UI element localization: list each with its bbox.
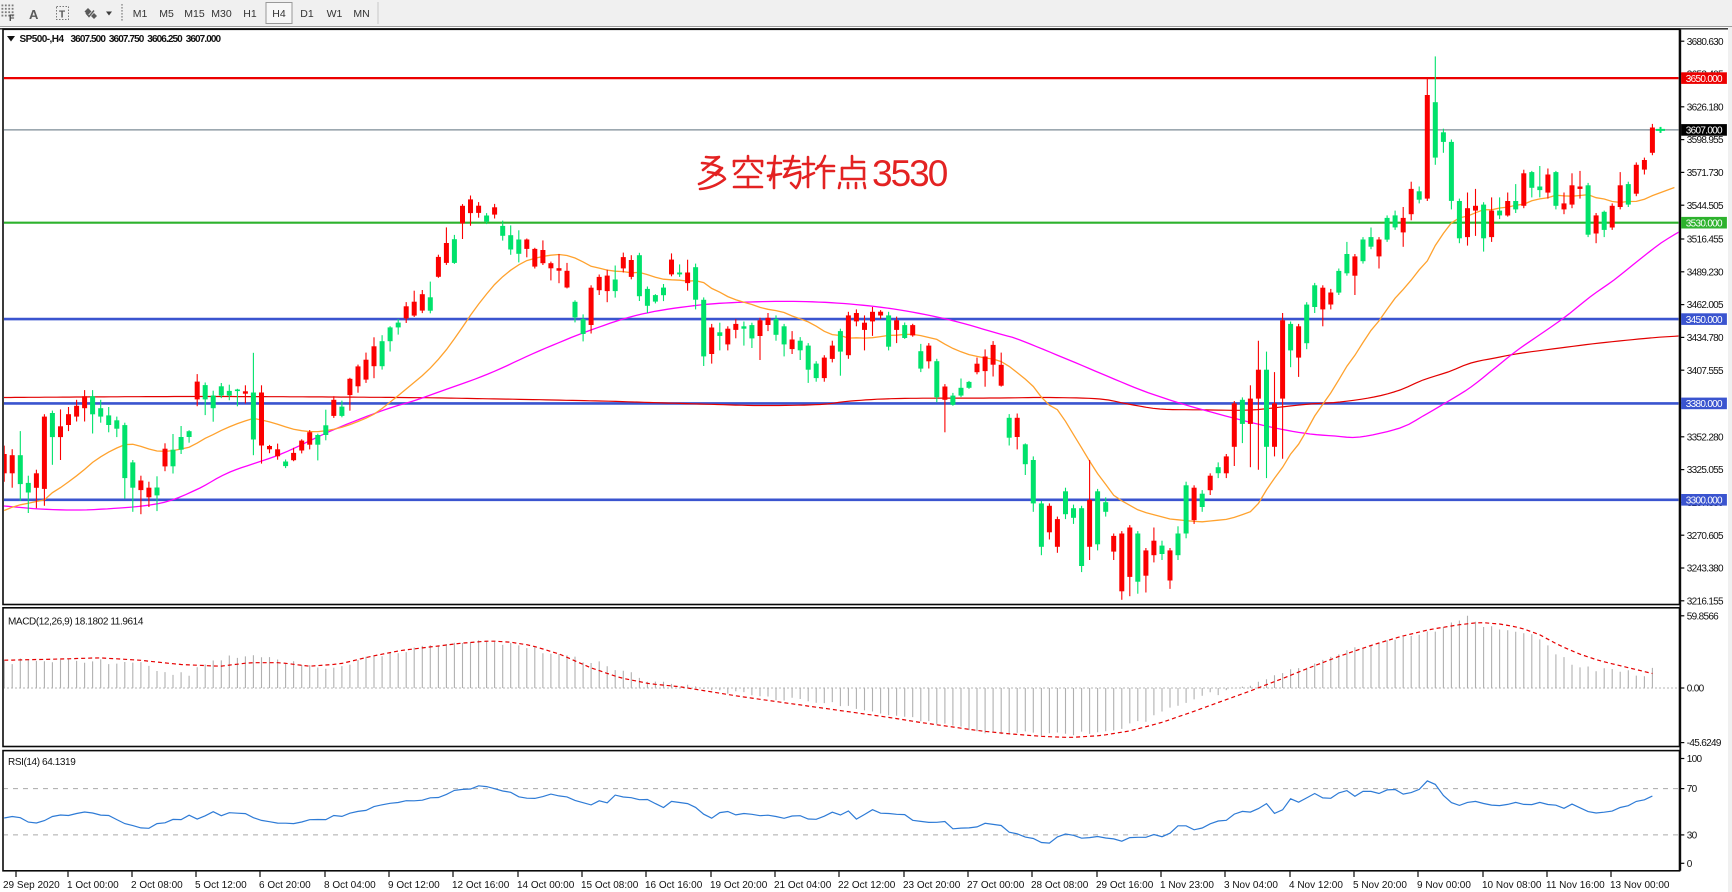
svg-text:3216.155: 3216.155 [1687,596,1724,607]
svg-text:3243.380: 3243.380 [1687,564,1724,575]
svg-text:6 Oct 20:00: 6 Oct 20:00 [259,880,311,891]
svg-text:3530: 3530 [872,153,948,194]
svg-text:MACD(12,26,9) 18.1802 11.9614: MACD(12,26,9) 18.1802 11.9614 [8,617,144,628]
svg-text:3544.505: 3544.505 [1687,201,1724,212]
svg-text:3571.730: 3571.730 [1687,168,1724,179]
svg-text:3450.000: 3450.000 [1686,315,1723,326]
svg-text:23 Oct 20:00: 23 Oct 20:00 [903,880,961,891]
svg-text:100: 100 [1687,754,1703,765]
svg-text:13 Nov 00:00: 13 Nov 00:00 [1610,880,1670,891]
svg-text:27 Oct 00:00: 27 Oct 00:00 [967,880,1025,891]
svg-text:3626.180: 3626.180 [1687,102,1724,113]
svg-text:16 Oct 16:00: 16 Oct 16:00 [645,880,703,891]
svg-text:1 Oct 00:00: 1 Oct 00:00 [67,880,119,891]
svg-text:3380.000: 3380.000 [1686,399,1723,410]
svg-text:3607.000: 3607.000 [186,34,222,45]
svg-text:19 Oct 20:00: 19 Oct 20:00 [710,880,768,891]
svg-text:3352.280: 3352.280 [1687,432,1724,443]
svg-text:14 Oct 00:00: 14 Oct 00:00 [517,880,575,891]
svg-text:3489.230: 3489.230 [1687,267,1724,278]
svg-text:4 Nov 12:00: 4 Nov 12:00 [1289,880,1343,891]
svg-text:3680.630: 3680.630 [1687,37,1724,48]
svg-text:3598.955: 3598.955 [1687,135,1724,146]
svg-text:A: A [29,7,39,22]
svg-text:3270.605: 3270.605 [1687,531,1724,542]
svg-text:28 Oct 08:00: 28 Oct 08:00 [1031,880,1089,891]
svg-text:MN: MN [353,8,369,20]
svg-text:D1: D1 [300,8,314,20]
svg-text:SP500-,H4: SP500-,H4 [20,34,65,45]
svg-text:3607.000: 3607.000 [1686,126,1723,137]
svg-text:5 Nov 20:00: 5 Nov 20:00 [1353,880,1407,891]
svg-text:F: F [9,13,15,23]
svg-text:-45.6249: -45.6249 [1687,738,1722,749]
svg-text:3607.750: 3607.750 [109,34,145,45]
svg-text:M1: M1 [133,8,148,20]
svg-text:29 Oct 16:00: 29 Oct 16:00 [1096,880,1154,891]
svg-text:3530.000: 3530.000 [1686,219,1723,230]
svg-text:10 Nov 08:00: 10 Nov 08:00 [1482,880,1542,891]
svg-text:11 Nov 16:00: 11 Nov 16:00 [1546,880,1605,891]
svg-text:H1: H1 [243,8,257,20]
svg-text:21 Oct 04:00: 21 Oct 04:00 [774,880,832,891]
svg-text:5 Oct 12:00: 5 Oct 12:00 [195,880,247,891]
svg-text:2 Oct 08:00: 2 Oct 08:00 [131,880,183,891]
svg-text:15 Oct 08:00: 15 Oct 08:00 [581,880,639,891]
svg-text:3462.005: 3462.005 [1687,300,1724,311]
svg-text:70: 70 [1687,784,1698,795]
svg-text:3407.555: 3407.555 [1687,366,1724,377]
svg-text:1 Nov 23:00: 1 Nov 23:00 [1160,880,1214,891]
svg-text:22 Oct 12:00: 22 Oct 12:00 [838,880,896,891]
svg-text:H4: H4 [272,8,286,20]
svg-text:29 Sep 2020: 29 Sep 2020 [3,880,60,891]
svg-text:W1: W1 [327,8,343,20]
svg-text:M5: M5 [159,8,174,20]
svg-text:0: 0 [1687,859,1693,870]
svg-text:8 Oct 04:00: 8 Oct 04:00 [324,880,376,891]
svg-text:30: 30 [1687,831,1698,842]
svg-text:M30: M30 [211,8,232,20]
svg-text:59.8566: 59.8566 [1687,611,1719,622]
svg-text:3 Nov 04:00: 3 Nov 04:00 [1224,880,1278,891]
svg-text:RSI(14) 64.1319: RSI(14) 64.1319 [8,757,76,768]
svg-text:3325.055: 3325.055 [1687,465,1724,476]
svg-text:T: T [59,10,65,21]
svg-text:3606.250: 3606.250 [147,34,183,45]
svg-text:0.00: 0.00 [1687,684,1705,695]
svg-text:12 Oct 16:00: 12 Oct 16:00 [452,880,510,891]
svg-text:M15: M15 [184,8,205,20]
svg-text:9 Nov 00:00: 9 Nov 00:00 [1417,880,1471,891]
svg-text:3650.000: 3650.000 [1686,74,1723,85]
svg-text:3607.500: 3607.500 [71,34,107,45]
svg-text:3434.780: 3434.780 [1687,333,1724,344]
svg-text:3300.000: 3300.000 [1686,496,1723,507]
svg-text:3516.455: 3516.455 [1687,235,1724,246]
svg-text:9 Oct 12:00: 9 Oct 12:00 [388,880,440,891]
